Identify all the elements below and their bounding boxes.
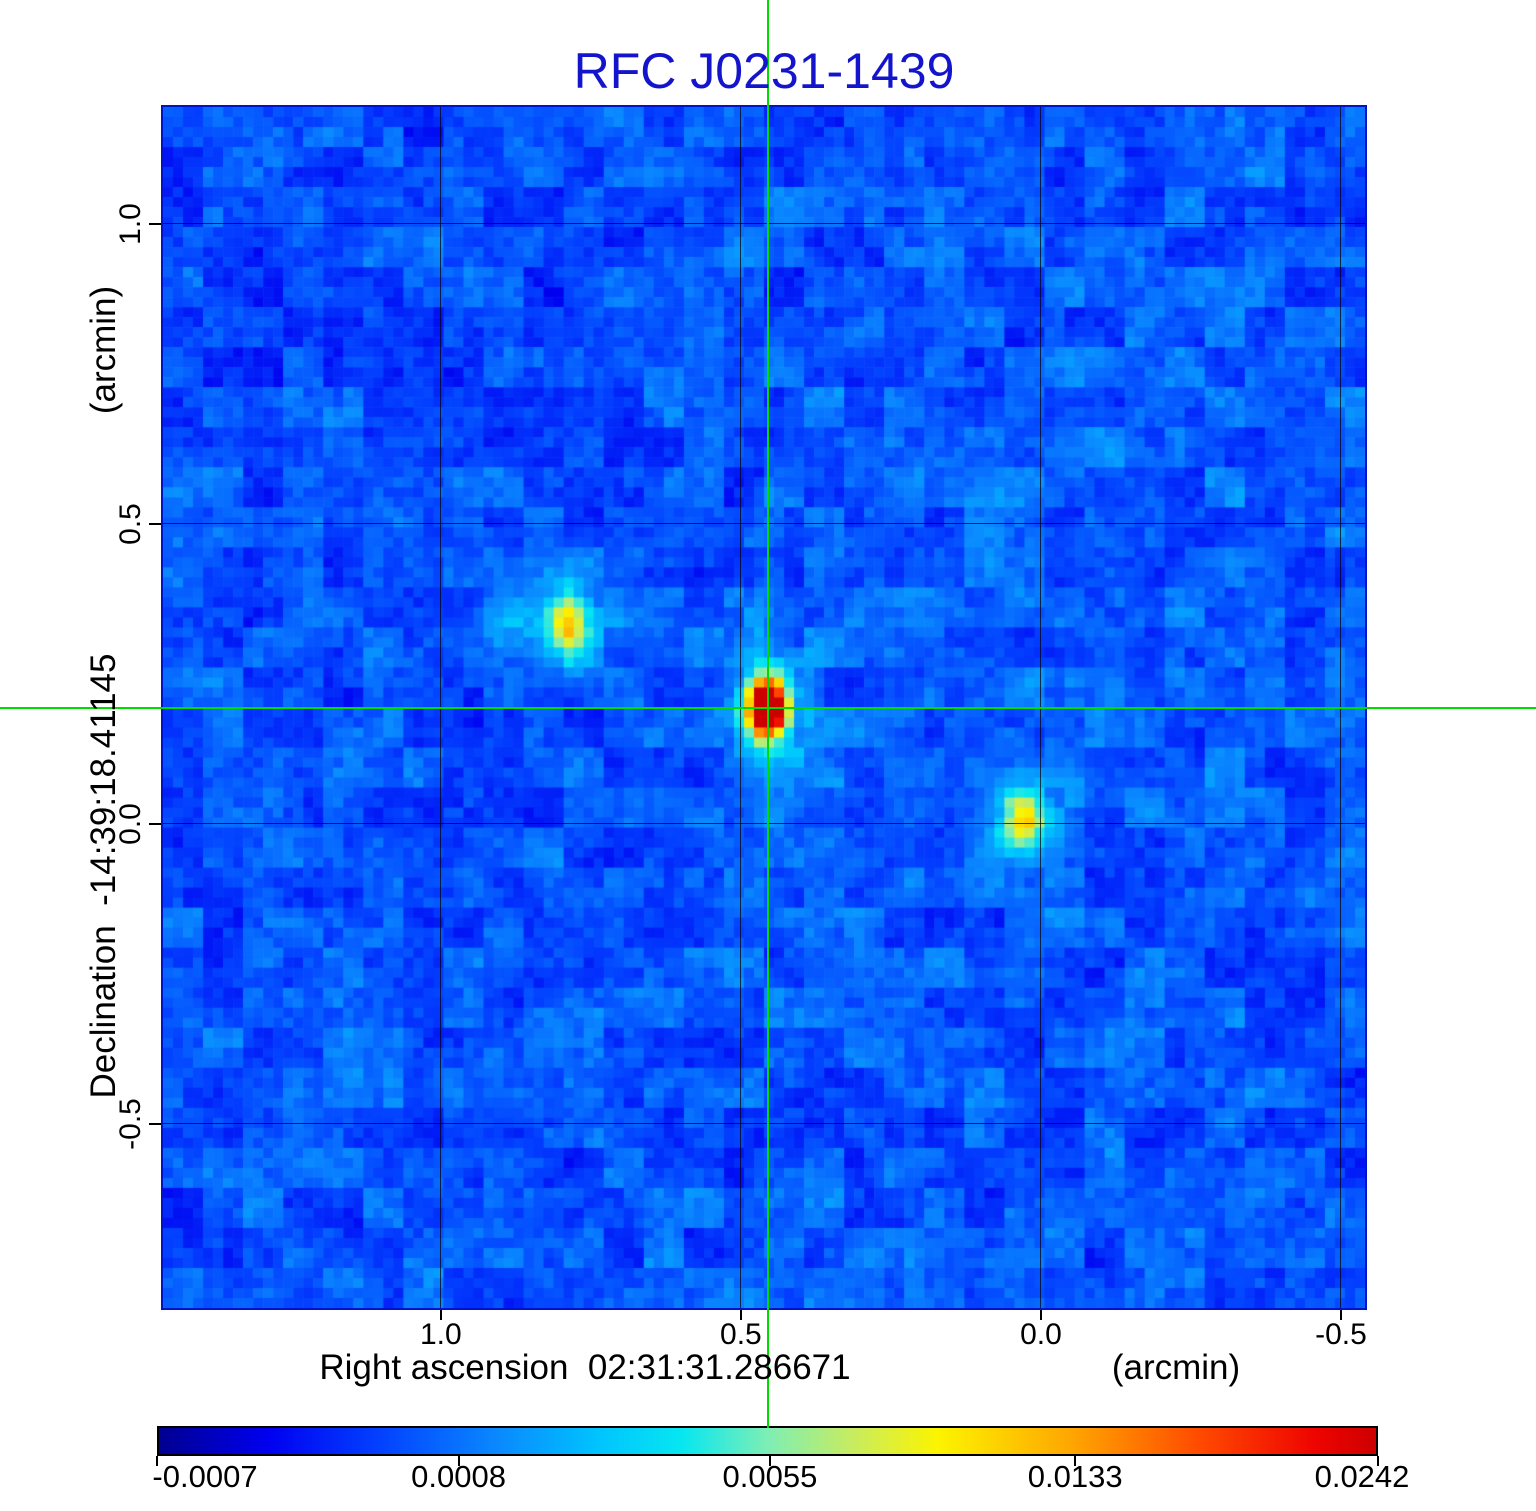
crosshair-horizontal-line [0,707,1536,710]
x-tick-mark [1339,1310,1342,1320]
colorbar-tick-label: 0.0008 [411,1459,506,1494]
colorbar-tick-mark [156,1456,158,1466]
y-tick-label: 0.5 [114,503,147,545]
y-tick-label: -0.5 [114,1097,147,1150]
colorbar-tick-label: 0.0055 [722,1459,818,1494]
y-tick-mark [149,1122,161,1125]
colorbar-tick-label: -0.0007 [152,1459,258,1494]
gridline-horizontal [163,223,1365,225]
x-tick-label: 0.5 [720,1318,762,1351]
colorbar-tick-mark [768,1456,771,1466]
y-axis-unit-label: (arcmin) [84,285,123,415]
x-tick-mark [1039,1310,1042,1320]
x-tick-mark [439,1310,442,1320]
colorbar-wedge [157,1426,1378,1456]
x-tick-mark [739,1310,742,1320]
gridline-horizontal [163,523,1365,525]
y-tick-mark [149,822,161,825]
gridline-horizontal [163,823,1365,825]
x-axis-unit-label: (arcmin) [1111,1348,1241,1387]
y-tick-mark [149,522,161,525]
colorbar-tick-mark [457,1456,460,1466]
colorbar-tick-label: 0.0242 [1314,1459,1410,1494]
y-tick-label: 0.0 [114,803,147,845]
gridline-horizontal [163,1123,1365,1125]
colorbar-tick-mark [1074,1456,1077,1466]
y-tick-mark [149,222,161,225]
x-tick-label: 0.0 [1020,1318,1062,1351]
y-tick-label: 1.0 [114,203,147,245]
x-axis-label: Right ascension 02:31:31.286671 [319,1348,851,1387]
y-axis-label: Declination -14:39:18.41145 [84,653,123,1099]
x-tick-label: 1.0 [419,1318,462,1351]
crosshair-vertical-line [766,0,769,1428]
colorbar-tick-mark [1377,1456,1379,1466]
x-tick-label: -0.5 [1315,1318,1367,1351]
colorbar-tick-label: 0.0133 [1027,1459,1123,1494]
plot-title: RFC J0231-1439 [573,43,955,99]
